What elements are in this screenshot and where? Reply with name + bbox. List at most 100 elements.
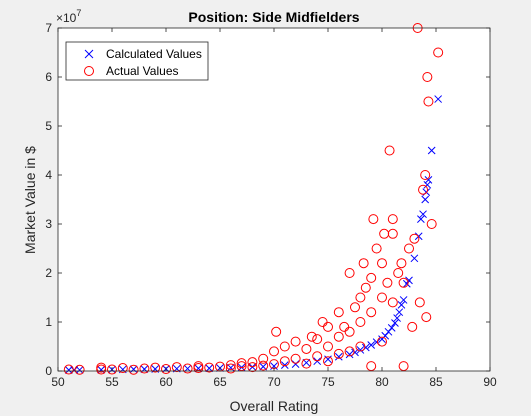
x-tick-label: 55 <box>105 375 119 389</box>
calculated-value-point <box>395 308 404 317</box>
legend-marker-calculated <box>84 49 94 59</box>
actual-value-point <box>404 243 414 254</box>
x-tick-label: 85 <box>429 375 443 389</box>
y-tick-label: 6 <box>45 70 52 84</box>
actual-value-point <box>150 362 161 373</box>
actual-value-point <box>236 358 247 369</box>
actual-value-point <box>258 360 269 371</box>
x-tick-label: 80 <box>375 375 389 389</box>
actual-value-point <box>344 268 355 278</box>
calculated-value-point <box>259 362 268 371</box>
actual-value-point <box>107 364 117 375</box>
actual-value-point <box>271 326 282 337</box>
actual-value-point <box>366 307 377 318</box>
calculated-value-point <box>205 364 214 373</box>
calculated-value-point <box>421 195 430 204</box>
calculated-value-point <box>291 360 300 368</box>
actual-value-point <box>355 317 366 327</box>
actual-value-point <box>290 336 301 347</box>
actual-value-point <box>433 47 444 58</box>
actual-value-point <box>422 72 433 82</box>
actual-value-point <box>360 282 371 293</box>
calculated-value-point <box>402 279 411 288</box>
actual-value-point <box>344 326 355 337</box>
calculated-value-point <box>140 365 149 373</box>
actual-value-point <box>225 360 236 371</box>
actual-value-point <box>355 292 366 303</box>
actual-value-point <box>371 243 382 254</box>
actual-value-point <box>418 184 429 195</box>
x-tick-label: 50 <box>51 375 65 389</box>
calculated-value-point <box>367 341 376 349</box>
y-exponent-label: ×107 <box>56 8 81 25</box>
actual-value-point <box>312 351 323 362</box>
calculated-value-point <box>280 361 289 369</box>
actual-value-point <box>368 214 379 225</box>
calculated-value-point <box>423 180 432 189</box>
actual-value-point <box>350 302 360 313</box>
actual-value-point <box>396 258 407 269</box>
y-axis-label: Market Value in $ <box>22 146 38 254</box>
x-tick-label: 75 <box>321 375 335 389</box>
y-axis: 0 1 2 3 4 5 6 7 <box>45 21 490 378</box>
actual-value-point <box>323 341 333 352</box>
actual-value-point <box>377 292 387 303</box>
actual-value-point <box>225 363 236 374</box>
y-tick-label: 0 <box>45 364 52 378</box>
actual-value-point <box>398 277 409 288</box>
actual-value-point <box>279 341 290 352</box>
calculated-value-point <box>334 352 343 361</box>
actual-value-point <box>382 277 393 288</box>
actual-value-point <box>409 233 420 244</box>
y-tick-label: 1 <box>45 315 52 329</box>
actual-value-point <box>426 219 437 229</box>
x-tick-label: 70 <box>267 375 281 389</box>
actual-value-point <box>384 145 395 156</box>
svg-text:×107: ×107 <box>56 8 81 25</box>
x-tick-label: 65 <box>213 375 227 389</box>
actual-value-point <box>204 362 215 373</box>
actual-value-point <box>377 336 387 347</box>
actual-value-point <box>355 341 366 352</box>
actual-value-point <box>323 356 333 367</box>
actual-values-series <box>63 23 444 375</box>
actual-value-point <box>306 331 317 342</box>
calculated-value-point <box>419 210 427 219</box>
y-tick-label: 2 <box>45 266 52 280</box>
actual-value-point <box>387 297 398 308</box>
actual-value-point <box>323 321 333 332</box>
actual-value-point <box>414 297 425 308</box>
actual-value-point <box>420 170 431 180</box>
x-axis-label: Overall Rating <box>230 398 319 414</box>
calculated-value-point <box>434 95 443 103</box>
x-axis: 50 55 60 65 70 75 80 85 90 <box>51 28 497 389</box>
legend-label-calculated: Calculated Values <box>106 47 202 61</box>
y-exponent-power: 7 <box>76 8 81 18</box>
x-tick-label: 60 <box>159 375 173 389</box>
actual-value-point <box>333 348 344 359</box>
calculated-value-point <box>399 296 408 304</box>
y-exponent-base: ×10 <box>56 11 77 25</box>
calculated-value-point <box>391 319 399 327</box>
calculated-value-point <box>345 350 354 359</box>
actual-value-point <box>247 357 258 368</box>
actual-value-point <box>421 312 432 323</box>
calculated-value-point <box>75 366 84 374</box>
actual-value-point <box>161 364 171 375</box>
calculated-value-point <box>424 176 433 184</box>
calculated-value-point <box>302 358 311 367</box>
actual-value-point <box>407 321 418 332</box>
y-tick-label: 7 <box>45 21 52 35</box>
actual-value-point <box>74 364 85 375</box>
actual-value-point <box>117 363 128 374</box>
actual-value-point <box>279 356 290 367</box>
actual-value-point <box>333 331 344 342</box>
x-tick-label: 90 <box>483 375 497 389</box>
calculated-value-point <box>226 363 235 372</box>
actual-value-point <box>290 353 301 364</box>
calculated-value-point <box>393 314 401 322</box>
actual-value-point <box>269 346 279 357</box>
actual-value-point <box>423 96 434 107</box>
calculated-value-point <box>410 254 419 263</box>
y-tick-label: 5 <box>45 119 52 133</box>
